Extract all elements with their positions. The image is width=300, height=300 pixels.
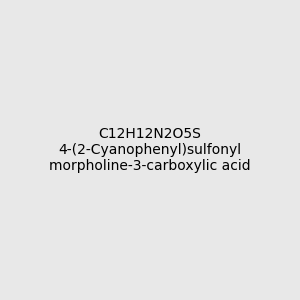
Text: C12H12N2O5S
4-(2-Cyanophenyl)sulfonyl
morpholine-3-carboxylic acid: C12H12N2O5S 4-(2-Cyanophenyl)sulfonyl mo… xyxy=(49,127,251,173)
